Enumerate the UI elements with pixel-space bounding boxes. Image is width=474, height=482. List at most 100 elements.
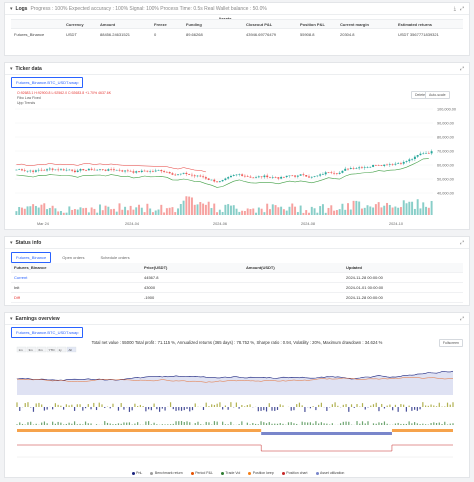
chevron-down-icon[interactable]: ▾ (10, 239, 13, 246)
fullscreen-icon[interactable]: ⤢ (459, 65, 464, 72)
earnings-header[interactable]: ▾ Earnings overview ⤢ (5, 313, 469, 325)
tab-futures-binance[interactable]: Futures_Binance (11, 252, 52, 263)
candle-body (93, 169, 96, 171)
range-button[interactable]: YTD (46, 346, 57, 353)
trade-vol-bar (175, 421, 177, 425)
period-pnl-bar (216, 403, 218, 407)
trade-vol-bar (290, 422, 292, 425)
period-pnl-bar (41, 404, 43, 407)
volume-bar (115, 211, 118, 215)
period-pnl-bar (145, 407, 147, 412)
period-pnl-bar (334, 402, 336, 407)
trade-vol-bar (356, 421, 358, 425)
legend-dot-icon (150, 471, 154, 475)
period-pnl-bar (180, 407, 183, 411)
candle-body (263, 175, 266, 178)
fullscreen-icon[interactable]: ⤢ (459, 239, 464, 246)
ticker-title: Ticker data (15, 65, 42, 72)
ticker-header[interactable]: ▾ Ticker data ⤢ (5, 63, 469, 75)
logs-panel: ▾ Logs Progress : 100% Expected accuracy… (4, 2, 470, 56)
volume-bar (82, 208, 85, 215)
trade-vol-bar (249, 424, 251, 425)
candlestick-chart[interactable]: 100,000.00 90,000.00 80,000.00 70,000.00 60,… (11, 89, 465, 227)
period-pnl-bar (222, 407, 224, 410)
tab-open-orders[interactable]: Open orders (57, 252, 90, 263)
trade-vol-bar (213, 421, 216, 425)
logs-header[interactable]: ▾ Logs Progress : 100% Expected accuracy… (5, 3, 469, 15)
volume-bar (112, 208, 115, 215)
pnl-line (16, 370, 454, 381)
volume-bar (374, 204, 377, 215)
candle-body (202, 176, 205, 178)
tab-ticker-symbol[interactable]: Futures_Binance.BTC_USDT.swap (11, 77, 84, 88)
legend-item[interactable]: PnL (131, 471, 142, 475)
period-pnl-bar (263, 407, 265, 411)
status-table-header: Futures_Binance Price(USDT) Amount(USDT) Up… (11, 263, 463, 273)
period-pnl-bar (16, 402, 18, 407)
pnl-area (17, 371, 453, 395)
trade-vol-bar (331, 423, 333, 425)
period-pnl-bar (246, 405, 248, 407)
candle-body (413, 156, 416, 160)
period-pnl-bar (183, 407, 185, 411)
trade-vol-bar (148, 421, 150, 425)
chevron-down-icon[interactable]: ▾ (10, 5, 13, 12)
tab-schedule-orders[interactable]: Schedule orders (95, 252, 135, 263)
period-pnl-bar (213, 404, 216, 407)
chevron-down-icon[interactable]: ▾ (10, 65, 13, 72)
period-pnl-bar (153, 403, 155, 407)
legend-item[interactable]: Period P&L (190, 471, 213, 475)
volume-bar (221, 211, 224, 215)
trade-vol-bar (104, 421, 106, 425)
fullscreen-icon[interactable]: ⤢ (459, 5, 464, 12)
status-header[interactable]: ▾ Status info ⤢ (5, 237, 469, 249)
range-button[interactable]: 6m (36, 346, 47, 353)
candle-body (82, 169, 85, 171)
volume-bar (282, 209, 285, 215)
period-pnl-bar (175, 407, 177, 411)
tab-earnings-symbol[interactable]: Futures_Binance.BTC_USDT.swap (11, 327, 84, 338)
volume-bar (79, 207, 82, 215)
auto-scale-button[interactable]: Auto-scale (425, 91, 450, 99)
fullscreen-button[interactable]: Fullscreen (438, 339, 463, 347)
download-icon[interactable]: ⤓ (453, 5, 456, 12)
period-pnl-bar (202, 407, 205, 410)
candle-body (20, 169, 23, 171)
period-pnl-bar (109, 407, 111, 409)
earnings-chart[interactable]: 1m 3m 6m YTD 1y All PnL Benchmark return Period… (11, 345, 465, 477)
range-button[interactable]: 1m (16, 346, 27, 353)
earnings-legend: PnL Benchmark return Period P&L Trade Vol Po… (11, 471, 465, 475)
candle-body (15, 169, 18, 171)
trade-vol-bar (345, 421, 347, 425)
column-header: Estimated returns (398, 21, 433, 27)
legend-item[interactable]: Benchmark return (150, 471, 183, 475)
candle-body (188, 174, 191, 175)
chart-legend-text: Fibo Low Fixed (17, 96, 41, 100)
row-updated: 2024-01-01 00:00:00 (346, 285, 384, 290)
candle-body (282, 176, 285, 178)
candle-body (121, 170, 124, 172)
trade-vol-bar (189, 422, 191, 425)
range-button[interactable]: 3m (26, 346, 37, 353)
legend-item[interactable]: Trade Vol (220, 471, 240, 475)
period-pnl-bar (446, 402, 449, 407)
candle-body (377, 165, 380, 166)
time-tick-label: 2024-10 (389, 222, 403, 226)
legend-item[interactable]: Position chart (281, 471, 308, 475)
volume-bar (218, 209, 221, 215)
period-pnl-bar (104, 407, 106, 408)
range-button[interactable]: 1y (56, 346, 67, 353)
legend-item[interactable]: Asset utilization (315, 471, 344, 475)
volume-bar (207, 201, 210, 215)
trade-vol-bar (282, 423, 284, 425)
trade-vol-bar (30, 421, 32, 425)
range-button[interactable]: All (66, 346, 77, 353)
fullscreen-icon[interactable]: ⤢ (459, 315, 464, 322)
candle-body (85, 170, 88, 171)
candle-body (324, 172, 327, 175)
chevron-down-icon[interactable]: ▾ (10, 315, 13, 322)
volume-bar (168, 207, 171, 215)
candle-body (118, 169, 121, 171)
legend-item[interactable]: Position keep (248, 471, 274, 475)
period-pnl-bar (65, 404, 67, 407)
